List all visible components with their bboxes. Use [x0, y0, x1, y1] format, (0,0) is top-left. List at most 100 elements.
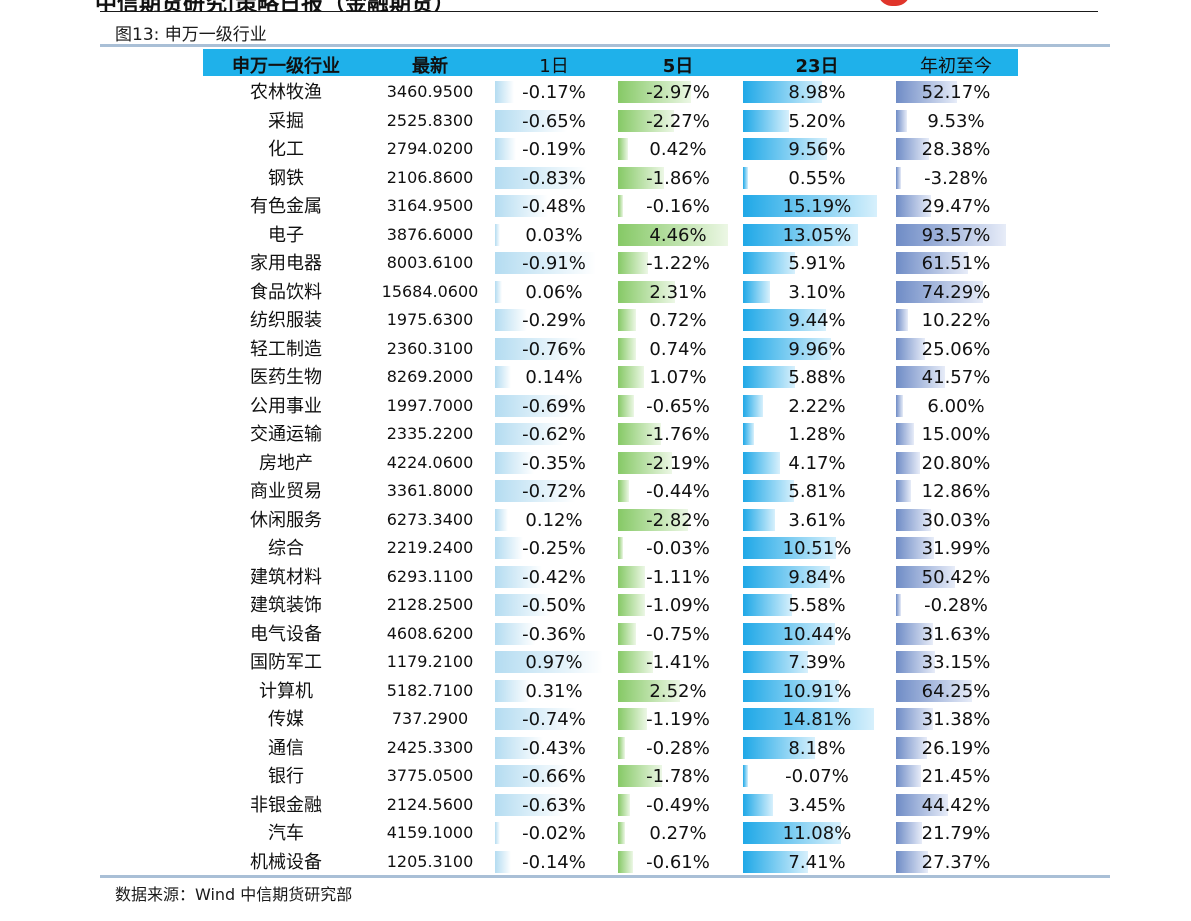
column-header-23d: 23日 [795, 56, 839, 77]
ytd-value: 6.00% [927, 395, 985, 417]
latest-value: 4224.0600 [386, 452, 474, 472]
d23-bar [743, 394, 763, 417]
d5-bar [618, 366, 644, 388]
d23-bar [743, 708, 874, 730]
table-row: 非银金融 2124.5600 -0.63% -0.49% 3.45% 44.42% [0, 792, 1191, 820]
ytd-value: 29.47% [921, 196, 991, 217]
ytd-value: 9.53% [927, 110, 985, 132]
latest-value: 2360.3100 [386, 338, 474, 358]
ytd-bar [896, 565, 955, 588]
ytd-bar [896, 850, 928, 873]
d5-bar [618, 594, 645, 616]
d5-bar [618, 850, 633, 873]
ytd-bar [896, 679, 972, 702]
d1-value: -0.66% [522, 766, 586, 787]
ytd-value: 28.38% [921, 139, 991, 160]
d1-bar [495, 765, 568, 787]
ytd-bar [896, 708, 933, 730]
d1-value: 0.03% [525, 224, 583, 246]
d5-value: -1.19% [646, 709, 710, 730]
d5-bar [618, 195, 623, 217]
d5-value: -1.22% [646, 253, 710, 274]
latest-value: 2124.5600 [386, 794, 474, 814]
latest-value: 3876.6000 [386, 224, 474, 244]
d1-value: -0.36% [522, 623, 586, 645]
industry-name: 公用事业 [250, 395, 322, 417]
d5-value: -0.03% [646, 538, 710, 559]
industry-name: 银行 [268, 766, 304, 787]
d1-value: -0.74% [522, 709, 586, 730]
d23-bar [743, 81, 822, 103]
d23-bar [743, 622, 835, 645]
d1-value: -0.48% [522, 196, 586, 217]
d5-value: -0.65% [646, 395, 710, 417]
d5-bar [618, 736, 625, 759]
d23-value: 10.91% [782, 680, 852, 702]
d5-bar [618, 138, 628, 160]
d1-bar [495, 138, 516, 160]
d23-value: 9.56% [788, 139, 846, 160]
d5-bar [618, 280, 675, 303]
d5-bar [618, 822, 625, 844]
d1-value: -0.62% [522, 424, 586, 445]
d1-value: -0.19% [522, 139, 586, 160]
ytd-value: 33.15% [921, 652, 991, 673]
d1-bar [495, 195, 548, 217]
d1-value: -0.29% [522, 310, 586, 331]
d5-value: -0.44% [646, 481, 710, 502]
ytd-value: -3.28% [924, 167, 988, 189]
d23-value: 7.39% [788, 652, 846, 673]
ytd-value: 10.22% [921, 310, 991, 331]
d1-bar [495, 679, 530, 702]
d23-bar [743, 651, 808, 673]
table-row: 房地产 4224.0600 -0.35% -2.19% 4.17% 20.80% [0, 450, 1191, 478]
d1-value: -0.17% [522, 82, 586, 103]
table-row: 公用事业 1997.7000 -0.69% -0.65% 2.22% 6.00% [0, 393, 1191, 421]
latest-value: 8003.6100 [386, 253, 474, 272]
footer-rule [100, 875, 1110, 878]
d5-bar [618, 337, 636, 360]
ytd-value: 61.51% [921, 253, 991, 274]
d1-bar [495, 822, 500, 844]
d5-bar [618, 565, 645, 588]
d5-value: -0.75% [646, 623, 710, 645]
d23-bar [743, 594, 792, 616]
industry-name: 医药生物 [250, 367, 322, 388]
d5-value: -2.19% [646, 452, 710, 474]
table-row: 综合 2219.2400 -0.25% -0.03% 10.51% 31.99% [0, 535, 1191, 563]
d5-bar [618, 765, 662, 787]
d1-value: -0.25% [522, 538, 586, 559]
d5-value: -1.41% [646, 652, 710, 673]
table-row: 商业贸易 3361.8000 -0.72% -0.44% 5.81% 12.86% [0, 478, 1191, 506]
table-row: 建筑材料 6293.1100 -0.42% -1.11% 9.84% 50.42% [0, 564, 1191, 592]
d5-value: 0.42% [649, 139, 707, 160]
ytd-value: 74.29% [921, 281, 991, 303]
d23-value: 8.98% [788, 82, 846, 103]
ytd-bar [896, 537, 934, 559]
ytd-bar [896, 622, 933, 645]
ytd-bar [896, 195, 931, 217]
d1-bar [495, 337, 580, 360]
caption-rule [100, 44, 1110, 47]
d1-value: -0.42% [522, 566, 586, 588]
d5-bar [618, 622, 636, 645]
d23-bar [743, 793, 773, 816]
d5-value: 2.52% [649, 680, 707, 702]
ytd-value: 30.03% [921, 509, 991, 531]
d23-bar [743, 736, 815, 759]
latest-value: 5182.7100 [386, 680, 474, 700]
d1-value: -0.63% [522, 794, 586, 816]
d1-bar [495, 651, 603, 673]
d23-value: 2.22% [788, 395, 846, 417]
d23-value: 5.91% [788, 253, 846, 274]
d23-bar [743, 765, 748, 787]
d23-bar [743, 109, 789, 132]
d5-bar [618, 109, 674, 132]
d1-bar [495, 166, 587, 189]
table-row: 国防军工 1179.2100 0.97% -1.41% 7.39% 33.15% [0, 649, 1191, 677]
industry-name: 钢铁 [268, 167, 304, 189]
table-row: 农林牧渔 3460.9500 -0.17% -2.97% 8.98% 52.17% [0, 79, 1191, 107]
table-row: 纺织服装 1975.6300 -0.29% 0.72% 9.44% 10.22% [0, 307, 1191, 335]
d5-value: 2.31% [649, 281, 707, 303]
d1-bar [495, 736, 543, 759]
